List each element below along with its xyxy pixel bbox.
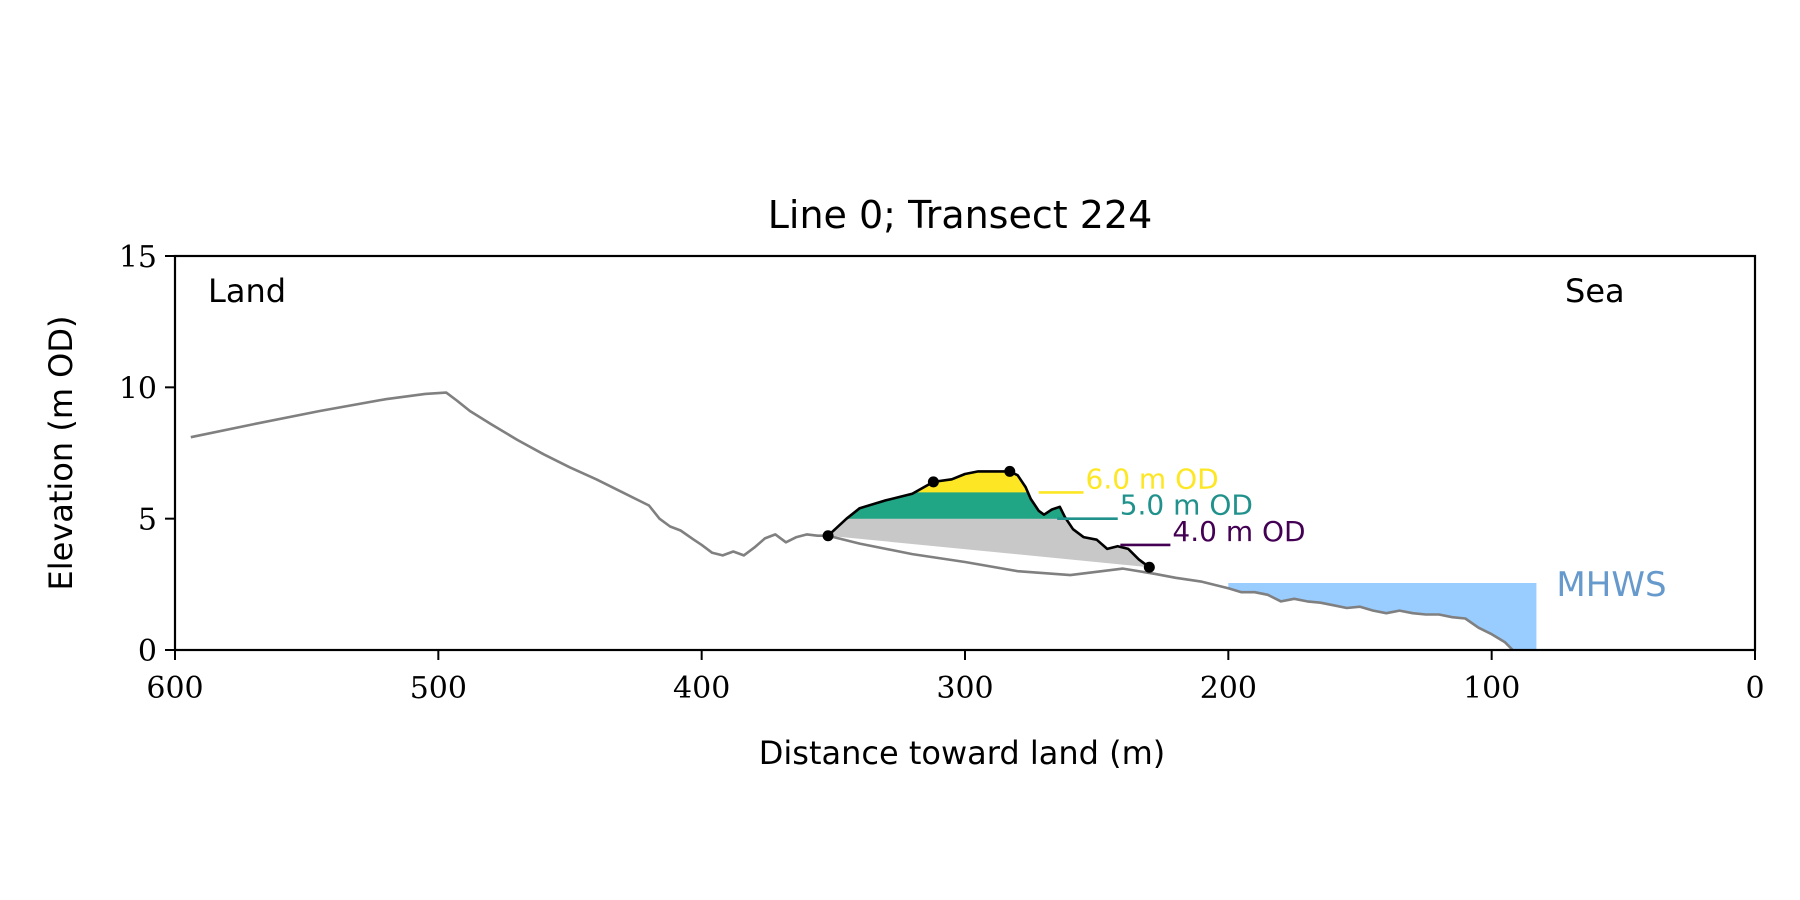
contour-label-1: 5.0 m OD: [1120, 489, 1253, 522]
y-tick-label-2: 10: [119, 371, 157, 406]
x-tick-label-0: 600: [146, 671, 203, 706]
x-tick-label-6: 0: [1745, 671, 1764, 706]
label-layer: 6.0 m OD5.0 m OD4.0 m OD MHWS: [1086, 462, 1667, 605]
profile-line: [190, 391, 1514, 651]
y-tick-label-1: 5: [138, 503, 157, 538]
plot-area: 6.0 m OD5.0 m OD4.0 m OD MHWS: [190, 391, 1667, 651]
fill-above-6m: [914, 471, 1028, 493]
dune-line: [827, 470, 1151, 569]
x-tick-label-3: 300: [936, 671, 993, 706]
x-tick-label-1: 500: [410, 671, 467, 706]
contour-label-2: 4.0 m OD: [1172, 515, 1305, 548]
x-axis-label: Distance toward land (m): [759, 734, 1165, 772]
chart-title: Line 0; Transect 224: [768, 193, 1153, 237]
key-point-1: [927, 476, 939, 488]
land-label: Land: [208, 272, 286, 310]
mhws-label: MHWS: [1556, 565, 1666, 605]
y-axis-ticks: 0 5 10 15: [119, 240, 175, 669]
mhws-water-fill: [1228, 583, 1537, 650]
y-tick-label-0: 0: [138, 634, 157, 669]
key-point-3: [1143, 561, 1155, 573]
x-tick-label-4: 200: [1200, 671, 1257, 706]
key-point-2: [1004, 465, 1016, 477]
x-axis-ticks: 600 500 400 300 200 100 0: [146, 650, 1765, 706]
key-point-0: [822, 530, 834, 542]
y-tick-label-3: 15: [119, 240, 157, 275]
contour-label-0: 6.0 m OD: [1086, 462, 1219, 495]
line-layer: [190, 391, 1514, 651]
x-tick-label-5: 100: [1463, 671, 1520, 706]
x-tick-label-2: 400: [673, 671, 730, 706]
sea-label: Sea: [1565, 272, 1625, 310]
y-axis-label: Elevation (m OD): [42, 316, 80, 591]
